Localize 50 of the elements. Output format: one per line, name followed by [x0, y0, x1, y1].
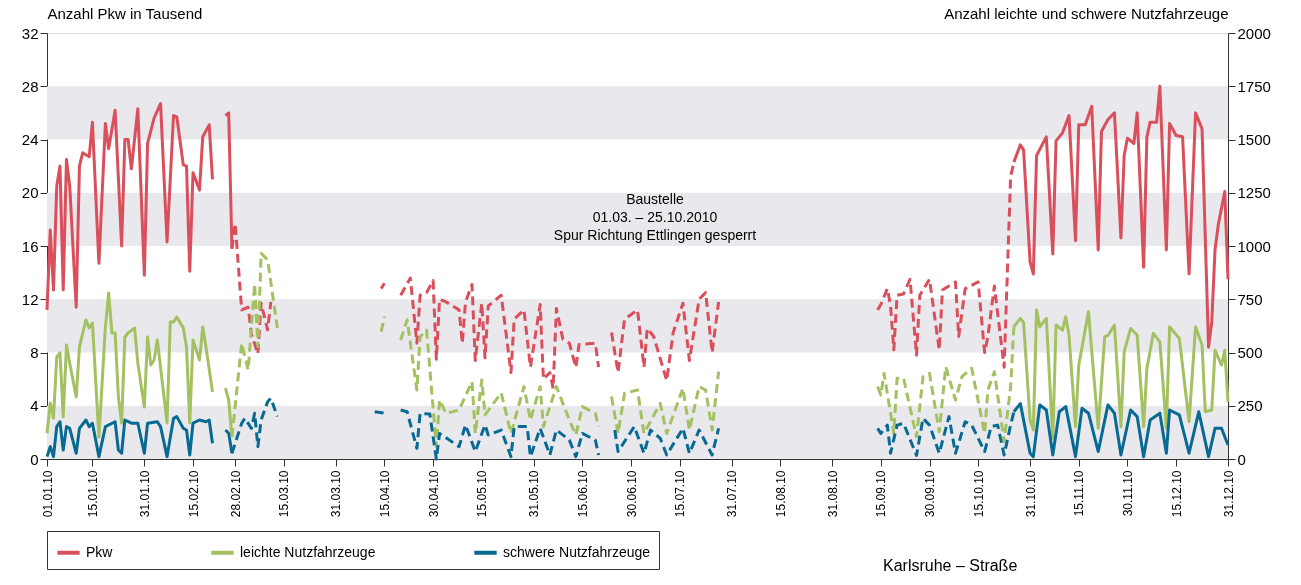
x-tick-label: 15.02.10	[186, 470, 201, 518]
annotation: Baustelle 01.03. – 25.10.2010 Spur Richtung Ettlingen gesperrt	[553, 191, 757, 243]
y2-axis-title: Anzahl leichte und schwere Nutzfahrzeuge	[944, 4, 1229, 22]
x-tick-label: 31.05.10	[527, 470, 542, 518]
y-tick-label: 0	[30, 450, 39, 468]
y-tick-label: 32	[21, 24, 39, 42]
y2-tick-label: 500	[1237, 344, 1263, 361]
x-tick-label: 30.11.10	[1120, 470, 1135, 517]
x-tick-label: 15.05.10	[475, 470, 490, 518]
x-tick-label: 15.07.10	[673, 470, 688, 518]
legend-label: leichte Nutzfahrzeuge	[240, 543, 376, 560]
y-tick-label: 16	[21, 237, 39, 255]
x-tick-label: 15.03.10	[277, 470, 292, 518]
x-tick-label: 15.12.10	[1169, 470, 1184, 518]
x-tick-label: 31.12.10	[1221, 470, 1236, 518]
y2-tick-label: 0	[1237, 450, 1246, 468]
y-tick-label: 4	[30, 397, 39, 415]
x-tick-label: 15.10.10	[971, 470, 986, 518]
y-tick-label: 24	[21, 131, 39, 148]
x-tick-label: 30.06.10	[624, 470, 639, 518]
text: Karlsruhe – Straße	[883, 557, 1018, 574]
x-tick-label: 28.02.10	[228, 470, 243, 518]
x-tick-label: 31.07.10	[725, 470, 740, 518]
y2-tick-label: 1000	[1237, 237, 1271, 255]
y2-tick-label: 250	[1237, 397, 1263, 415]
legend-label: Pkw	[86, 543, 114, 560]
x-tick-label: 15.09.10	[874, 470, 889, 518]
y2-tick-label: 1500	[1237, 131, 1271, 148]
x-tick-label: 30.09.10	[923, 470, 938, 518]
x-tick-label: 15.01.10	[85, 470, 100, 518]
x-tick-label: 31.08.10	[825, 470, 840, 518]
y-tick-label: 12	[21, 290, 39, 308]
y2-tick-label: 2000	[1237, 24, 1271, 42]
y-tick-label: 28	[21, 77, 39, 95]
x-tick-label: 31.01.10	[137, 470, 152, 518]
y-axis-title: Anzahl Pkw in Tausend	[47, 4, 203, 22]
x-tick-label: 31.10.10	[1023, 470, 1038, 518]
x-tick-label: 30.04.10	[426, 470, 441, 518]
y-tick-label: 8	[30, 344, 39, 361]
y2-tick-label: 1250	[1237, 184, 1271, 202]
y2-tick-label: 750	[1237, 290, 1263, 308]
y-tick-label: 20	[21, 184, 39, 202]
x-tick-label: 31.03.10	[329, 470, 344, 518]
x-tick-label: 15.11.10	[1072, 470, 1087, 517]
y2-tick-label: 1750	[1237, 77, 1271, 95]
x-tick-label: 15.06.10	[575, 470, 590, 518]
legend-label: schwere Nutzfahrzeuge	[503, 543, 651, 560]
x-tick-label: 01.01.10	[40, 470, 55, 518]
x-tick-label: 15.04.10	[377, 470, 392, 518]
x-tick-label: 15.08.10	[773, 470, 788, 518]
